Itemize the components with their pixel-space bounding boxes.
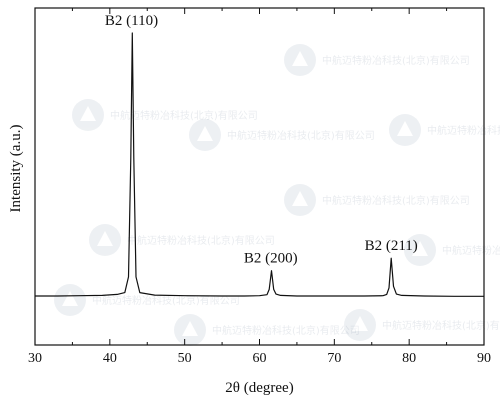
watermark-text: 中航迈特粉冶科技(北京)有限公司 xyxy=(110,109,258,122)
watermark-logo-icon xyxy=(284,44,316,76)
watermark-logo-icon xyxy=(54,284,86,316)
watermark-logo-icon xyxy=(404,234,436,266)
watermark-logo-icon xyxy=(89,224,121,256)
watermark-logo-icon xyxy=(72,99,104,131)
watermark-logo-icon xyxy=(174,314,206,346)
watermark-logo-icon xyxy=(189,119,221,151)
x-tick-label: 90 xyxy=(477,351,491,366)
x-axis-ticks: 30 40 50 60 70 80 90 xyxy=(28,8,491,366)
xrd-line-series xyxy=(35,32,484,297)
x-axis-label: 2θ (degree) xyxy=(225,380,293,396)
x-tick-label: 80 xyxy=(402,351,416,366)
watermark-logo-icon xyxy=(389,114,421,146)
watermark-text: 中航迈特粉冶科技(北京)有限公司 xyxy=(322,54,470,67)
watermark-text: 中航迈特粉冶科技(北京)有限公司 xyxy=(427,124,500,137)
peak-label: B2 (211) xyxy=(365,238,418,254)
watermark-text: 中航迈特粉冶科技(北京)有限公司 xyxy=(442,244,500,257)
peak-annotations: B2 (110) B2 (200) B2 (211) xyxy=(105,13,418,267)
peak-label: B2 (110) xyxy=(105,13,158,29)
watermark-layer: 中航迈特粉冶科技(北京)有限公司中航迈特粉冶科技(北京)有限公司中航迈特粉冶科技… xyxy=(54,44,500,346)
watermark-text: 中航迈特粉冶科技(北京)有限公司 xyxy=(92,294,240,307)
x-tick-label: 70 xyxy=(327,351,341,366)
watermark-text: 中航迈特粉冶科技(北京)有限公司 xyxy=(322,194,470,207)
watermark-text: 中航迈特粉冶科技(北京)有限公司 xyxy=(127,234,275,247)
watermark-text: 中航迈特粉冶科技(北京)有限公司 xyxy=(227,129,375,142)
y-axis-label: Intensity (a.u.) xyxy=(8,125,24,213)
watermark-logo-icon xyxy=(344,309,376,341)
x-tick-label: 40 xyxy=(103,351,117,366)
watermark-text: 中航迈特粉冶科技(北京)有限公司 xyxy=(212,324,360,337)
x-tick-label: 30 xyxy=(28,351,42,366)
x-tick-label: 60 xyxy=(253,351,267,366)
watermark-logo-icon xyxy=(284,184,316,216)
x-tick-label: 50 xyxy=(178,351,192,366)
watermark-text: 中航迈特粉冶科技(北京)有限公司 xyxy=(382,319,500,332)
peak-label: B2 (200) xyxy=(244,251,298,267)
